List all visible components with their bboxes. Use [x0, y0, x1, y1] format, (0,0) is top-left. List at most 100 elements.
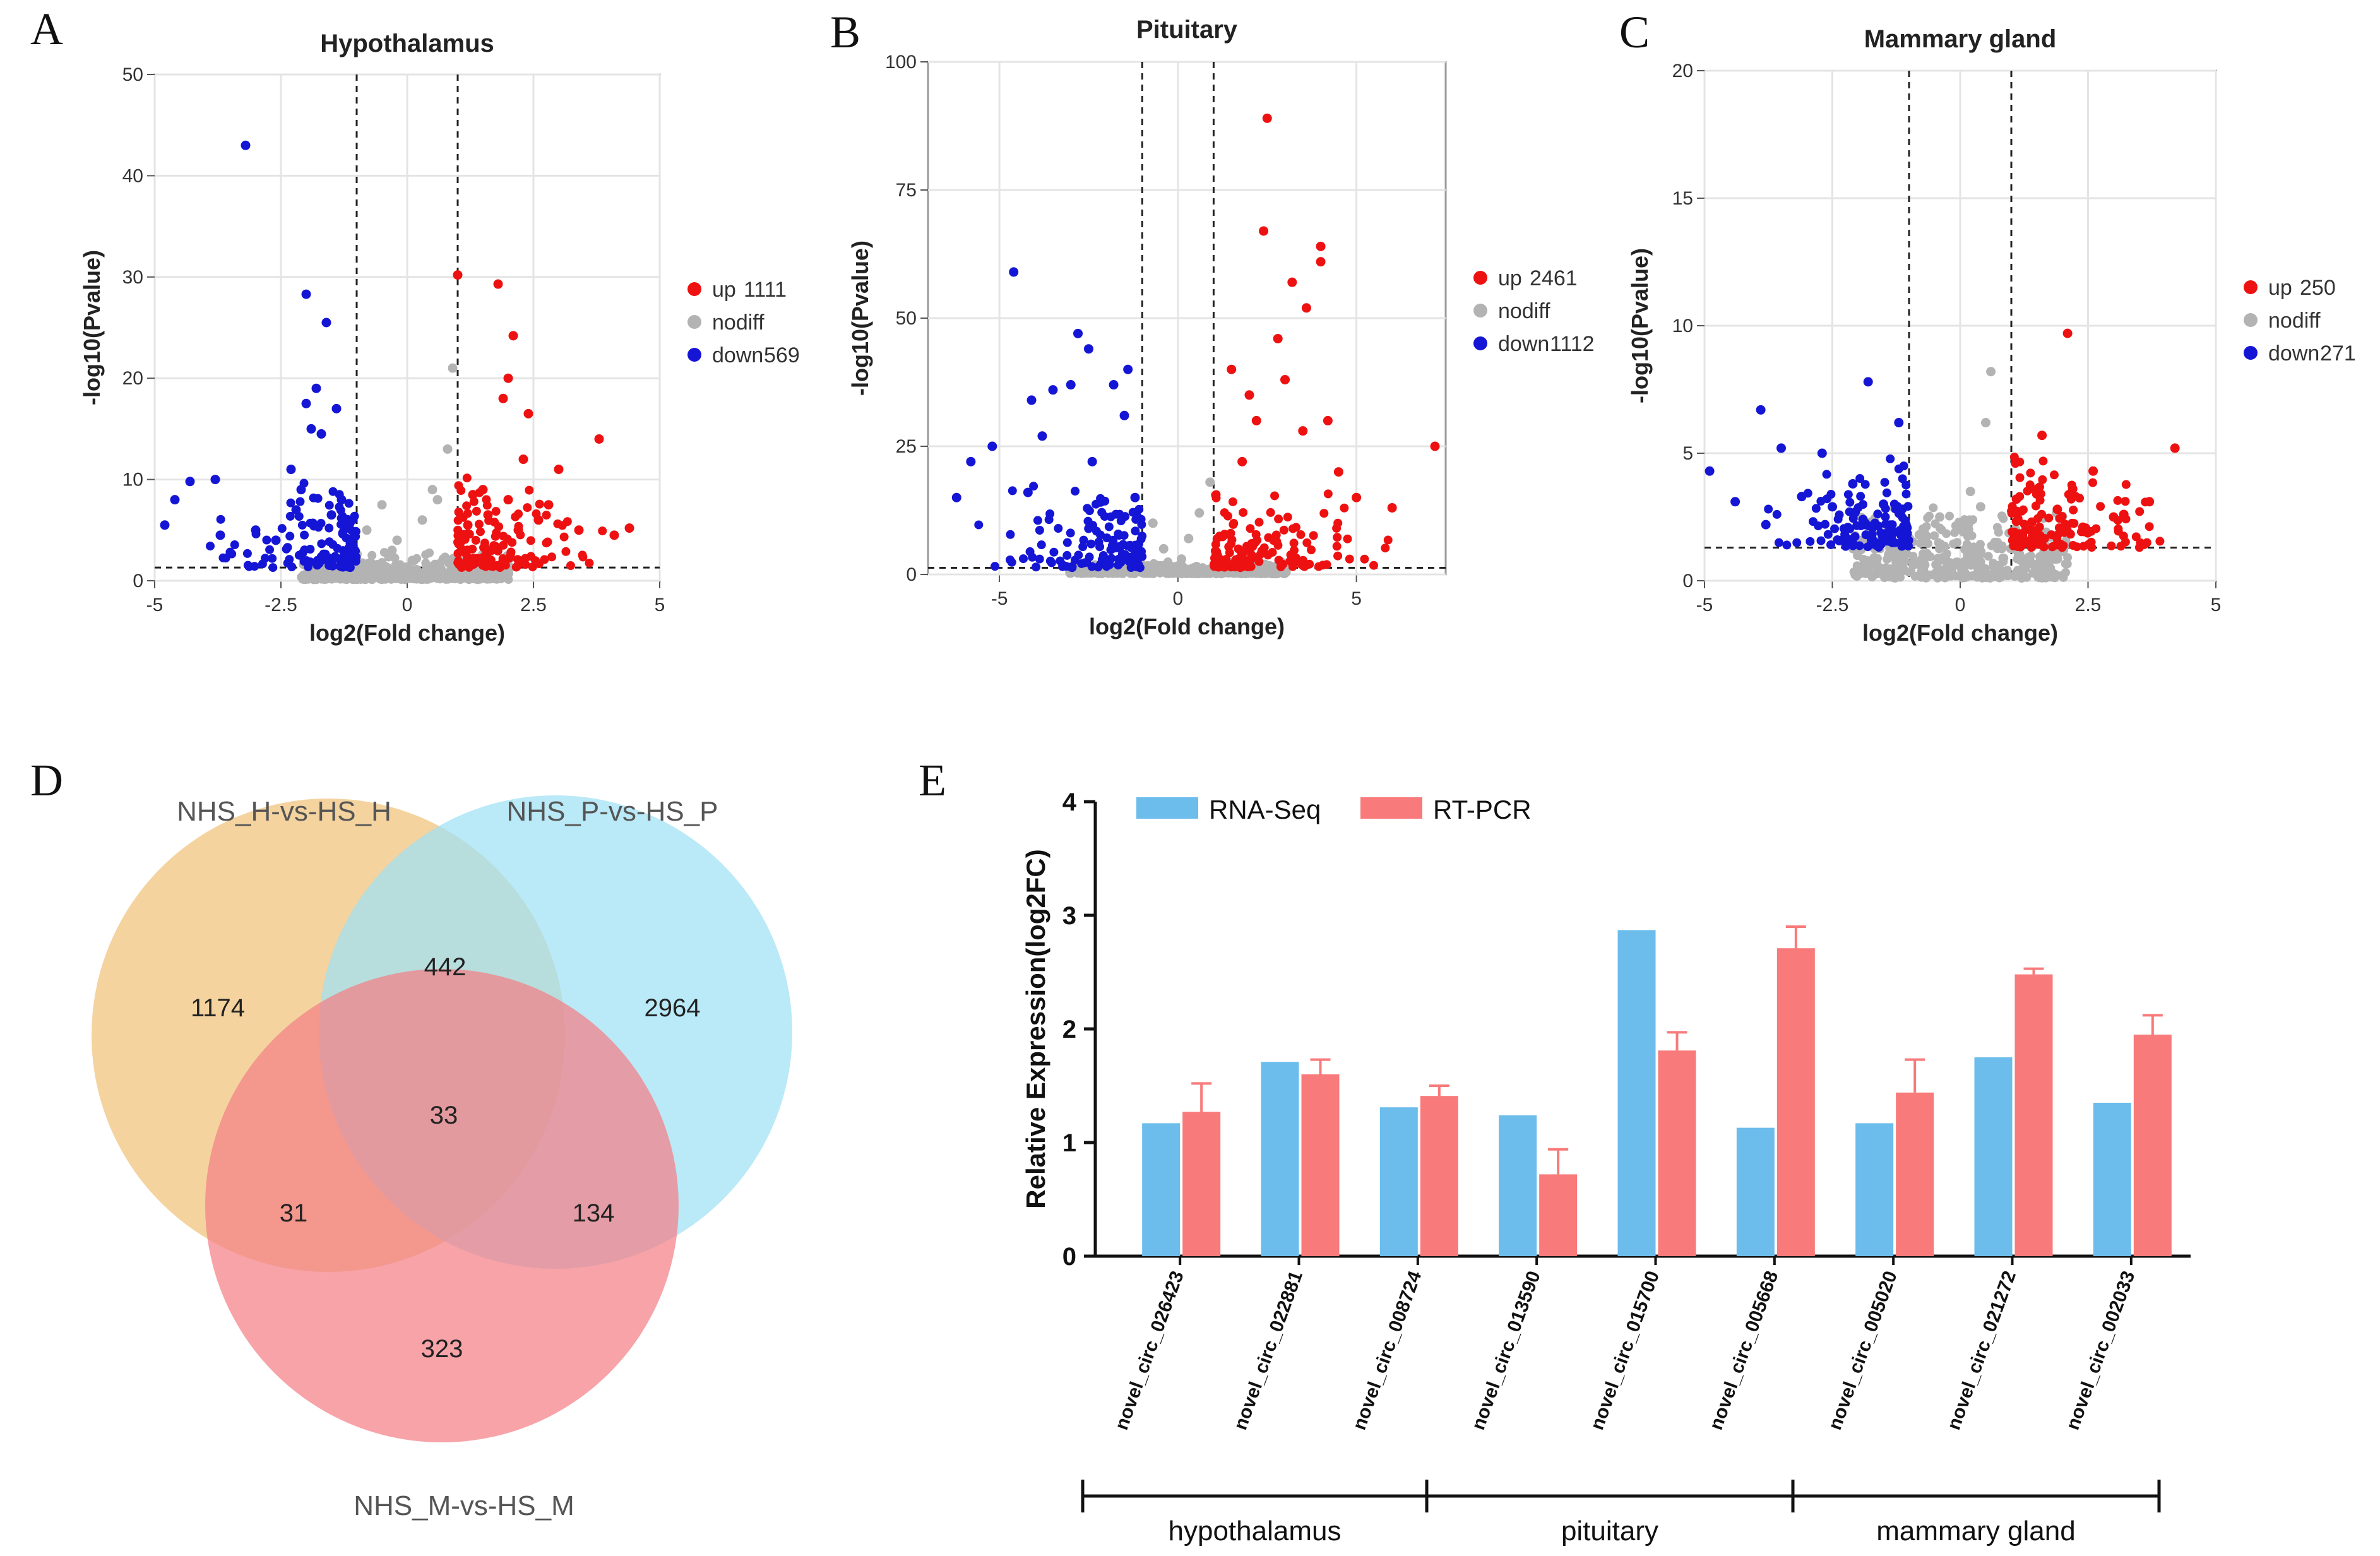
nodiff-point: [1935, 512, 1945, 522]
nodiff-point: [1901, 557, 1910, 566]
nodiff-point: [401, 562, 410, 571]
up-point: [2061, 520, 2070, 529]
y-tick-label: 30: [122, 267, 143, 288]
legend-down-label: down: [2268, 341, 2319, 365]
down-point: [1845, 497, 1855, 507]
down-point: [297, 520, 307, 530]
up-point: [1299, 555, 1308, 565]
up-point: [1210, 546, 1220, 555]
up-point: [585, 558, 594, 567]
up-point: [463, 520, 473, 530]
legend-down-label: down: [1498, 332, 1549, 356]
down-point: [287, 562, 297, 572]
down-point: [1095, 542, 1105, 552]
category-label: novel_circ_021272: [1943, 1268, 2020, 1433]
nodiff-point: [1925, 511, 1934, 521]
venn-set-label: NHS_P-vs-HS_P: [507, 796, 718, 827]
nodiff-point: [394, 574, 403, 583]
legend-up-label: up: [712, 278, 736, 302]
y-tick-label: 100: [885, 52, 917, 73]
up-point: [2035, 522, 2044, 532]
down-point: [1835, 537, 1844, 546]
down-point: [1086, 539, 1096, 549]
legend-up-count: 1111: [744, 278, 787, 302]
down-point: [987, 441, 997, 451]
category-label: novel_circ_026423: [1111, 1268, 1188, 1433]
up-point: [1333, 533, 1342, 542]
up-point: [523, 503, 532, 513]
down-point: [1130, 492, 1140, 502]
nodiff-point: [2050, 569, 2060, 579]
down-point: [250, 562, 259, 571]
down-point: [1826, 540, 1836, 549]
legend-nodiff-marker: [1473, 304, 1487, 318]
nodiff-point: [1980, 564, 1990, 573]
legend-down-count: 569: [764, 343, 800, 367]
category-label: novel_circ_002033: [2062, 1268, 2139, 1433]
legend-rtpcr-swatch: [1360, 797, 1422, 819]
y-tick-label: 20: [122, 368, 143, 389]
nodiff-point: [1981, 573, 1990, 583]
down-point: [1869, 520, 1879, 529]
up-point: [492, 561, 502, 570]
up-point: [2107, 541, 2116, 550]
y-tick-label: 10: [1672, 316, 1693, 336]
down-point: [342, 548, 352, 557]
up-point: [1230, 562, 1240, 572]
nodiff-point: [1205, 569, 1215, 578]
up-point: [1301, 303, 1311, 313]
down-point: [1869, 540, 1879, 549]
legend-down-count: 271: [2320, 341, 2356, 365]
down-point: [317, 539, 326, 549]
down-point: [296, 485, 306, 495]
up-point: [484, 558, 494, 567]
nodiff-point: [1261, 567, 1271, 576]
up-point: [1316, 257, 1326, 267]
down-point: [1730, 497, 1740, 507]
up-point: [1259, 226, 1269, 236]
down-point: [241, 140, 251, 150]
rtpcr-bar: [2133, 1035, 2172, 1256]
y-tick-label: 0: [1682, 571, 1693, 591]
down-point: [339, 555, 348, 565]
down-point: [1814, 521, 1823, 531]
down-point: [951, 492, 961, 502]
nodiff-point: [1961, 573, 1971, 582]
nodiff-point: [1857, 569, 1866, 578]
down-point: [1006, 530, 1015, 539]
up-point: [1333, 467, 1343, 477]
up-point: [540, 555, 549, 564]
up-point: [2121, 480, 2131, 489]
up-point: [492, 528, 501, 538]
down-point: [1045, 556, 1055, 566]
down-point: [1048, 385, 1058, 395]
up-point: [2088, 478, 2097, 487]
up-point: [503, 373, 513, 383]
down-point: [1077, 559, 1086, 568]
nodiff-point: [1205, 477, 1215, 487]
group-label: hypothalamus: [1169, 1516, 1342, 1547]
legend-up-count: 250: [2300, 276, 2336, 300]
nodiff-point: [1935, 523, 1944, 533]
nodiff-point: [1957, 525, 1966, 534]
down-point: [344, 499, 354, 508]
up-point: [1247, 538, 1256, 548]
up-point: [2013, 542, 2023, 552]
down-point: [1848, 478, 1858, 489]
up-point: [1333, 518, 1343, 528]
rnaseq-bar: [1855, 1123, 1894, 1256]
y-tick-label: 15: [1672, 188, 1693, 209]
down-point: [1859, 500, 1868, 509]
legend-rnaseq-label: RNA-Seq: [1209, 795, 1321, 824]
rnaseq-bar: [1736, 1127, 1775, 1256]
down-point: [1032, 562, 1041, 572]
down-point: [301, 289, 311, 299]
down-point: [1886, 454, 1895, 463]
rtpcr-bar: [1658, 1050, 1696, 1256]
legend-up-marker: [687, 282, 701, 296]
down-point: [1133, 511, 1142, 521]
down-point: [1054, 524, 1063, 533]
nodiff-point: [1144, 569, 1153, 578]
up-point: [1319, 509, 1329, 518]
